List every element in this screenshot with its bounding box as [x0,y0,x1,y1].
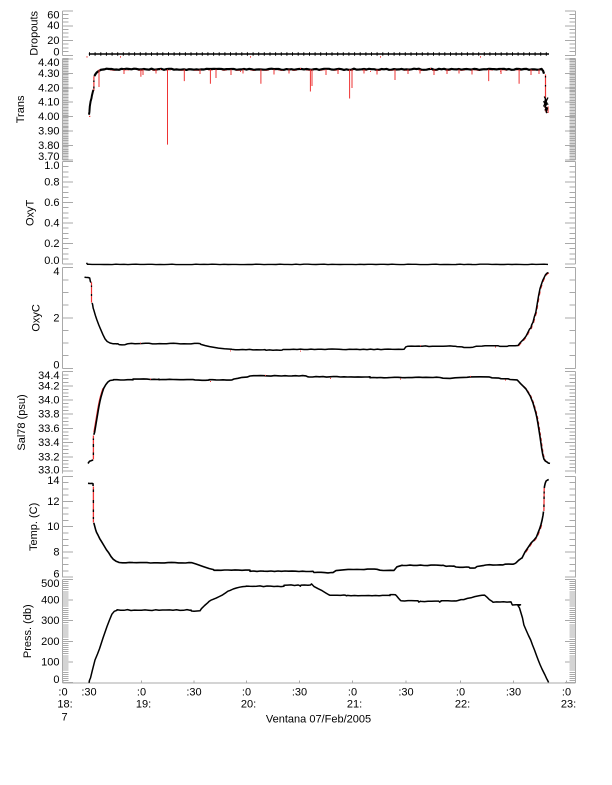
svg-text:22:: 22: [455,699,470,711]
svg-text:4.30: 4.30 [38,68,59,80]
svg-text:20:: 20: [241,699,256,711]
svg-text::0: :0 [242,687,251,699]
svg-text:1.0: 1.0 [44,160,59,172]
svg-text:0.0: 0.0 [44,255,59,267]
svg-text:0: 0 [53,47,59,59]
svg-text:Trans: Trans [15,95,27,123]
svg-text:4.00: 4.00 [38,111,59,123]
svg-text:20: 20 [47,35,59,47]
svg-text:34.2: 34.2 [38,380,59,392]
svg-text:33.6: 33.6 [38,423,59,435]
svg-text::0: :0 [137,687,146,699]
svg-text:Sal78 (psu): Sal78 (psu) [16,394,28,450]
svg-text:Ventana 07/Feb/2005: Ventana 07/Feb/2005 [266,714,371,726]
svg-text:Dropouts: Dropouts [29,10,41,55]
svg-text:34.0: 34.0 [38,395,59,407]
svg-text::30: :30 [186,687,201,699]
svg-text:400: 400 [41,595,59,607]
svg-text:OxyT: OxyT [25,199,37,226]
svg-text:4.20: 4.20 [38,82,59,94]
svg-text:3.90: 3.90 [38,126,59,138]
svg-text:200: 200 [41,636,59,648]
svg-text:4: 4 [53,266,59,278]
svg-text:23:: 23: [561,699,576,711]
svg-text:33.8: 33.8 [38,409,59,421]
svg-text:Press. (db): Press. (db) [22,604,34,658]
svg-text:21:: 21: [347,699,362,711]
svg-text::0: :0 [562,687,571,699]
svg-text:60: 60 [47,10,59,22]
svg-text:33.0: 33.0 [38,464,59,476]
svg-text::0: :0 [456,687,465,699]
svg-text:2: 2 [53,312,59,324]
svg-text:300: 300 [41,615,59,627]
svg-text:7: 7 [61,712,67,724]
svg-text:4.10: 4.10 [38,97,59,109]
svg-text:500: 500 [41,578,59,590]
svg-text::0: :0 [348,687,357,699]
svg-text:0.2: 0.2 [44,238,59,250]
svg-text:12: 12 [47,496,59,508]
svg-text:0: 0 [53,674,59,686]
svg-text:8: 8 [53,546,59,558]
svg-text:34.4: 34.4 [38,370,59,382]
svg-text:6: 6 [53,569,59,581]
svg-text::30: :30 [398,687,413,699]
svg-text::30: :30 [81,687,96,699]
svg-text::30: :30 [292,687,307,699]
svg-text:10: 10 [47,521,59,533]
svg-text:0.8: 0.8 [44,177,59,189]
svg-text:18:: 18: [57,699,72,711]
svg-text:100: 100 [41,657,59,669]
svg-text::30: :30 [506,687,521,699]
svg-text:33.4: 33.4 [38,437,59,449]
svg-text:0.6: 0.6 [44,197,59,209]
svg-text:OxyC: OxyC [31,304,43,332]
svg-text:19:: 19: [136,699,151,711]
svg-text::0: :0 [58,687,67,699]
svg-text:0.4: 0.4 [44,218,59,230]
svg-text:3.80: 3.80 [38,140,59,152]
svg-text:0: 0 [53,360,59,372]
svg-text:4.40: 4.40 [38,57,59,69]
svg-text:40: 40 [47,20,59,32]
svg-text:3.70: 3.70 [38,151,59,163]
svg-text:Temp. (C): Temp. (C) [28,503,40,551]
svg-text:33.2: 33.2 [38,451,59,463]
svg-text:14: 14 [47,475,59,487]
